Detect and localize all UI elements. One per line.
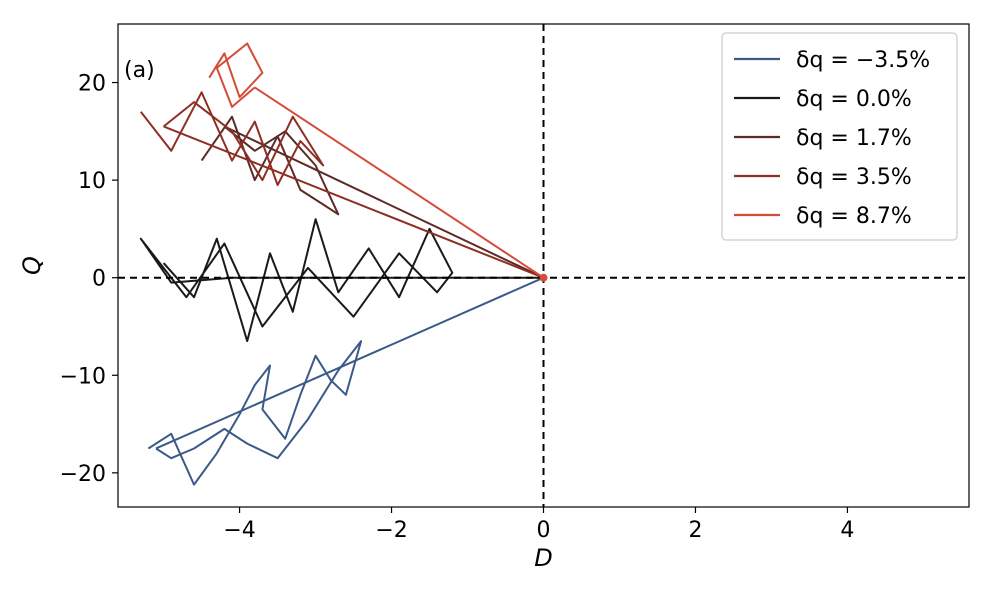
legend-label: δq = 8.7%	[796, 204, 912, 229]
legend-label: δq = 3.5%	[796, 165, 912, 190]
y-axis-ticks: −20 −10 0 10 20	[60, 72, 118, 487]
series-3	[140, 91, 544, 279]
series-segment-3	[163, 125, 544, 279]
legend-frame	[721, 32, 958, 241]
x-tick-label: 2	[688, 518, 702, 543]
y-tick-label: −20	[60, 462, 106, 487]
series-line-4	[208, 42, 264, 108]
x-tick-label: 4	[840, 518, 854, 543]
series-segment-0	[155, 276, 544, 450]
series-layer	[139, 42, 545, 486]
legend-item-1: δq = 0.0%	[734, 87, 912, 112]
origin-marker	[539, 273, 548, 282]
series-segment-4	[254, 86, 545, 279]
legend-item-4: δq = 8.7%	[734, 204, 912, 229]
legend-label: δq = 1.7%	[796, 126, 912, 151]
y-tick-label: 20	[78, 72, 106, 97]
y-axis-label: Q	[18, 256, 46, 275]
legend-item-2: δq = 1.7%	[734, 126, 912, 151]
x-tick-label: 0	[537, 518, 551, 543]
y-tick-label: −10	[60, 364, 106, 389]
legend-label: δq = 0.0%	[796, 87, 912, 112]
y-tick-label: 10	[78, 169, 106, 194]
panel-label: (a)	[124, 58, 155, 83]
x-axis-ticks: −4 −2 0 2 4	[223, 507, 854, 543]
y-tick-label: 0	[92, 267, 106, 292]
x-tick-label: −2	[375, 518, 407, 543]
x-axis-label: D	[534, 544, 552, 572]
series-line-0	[147, 340, 363, 486]
legend-item-3: δq = 3.5%	[734, 165, 912, 190]
legend-item-0: δq = −3.5%	[734, 48, 930, 73]
series-segment-2	[223, 125, 544, 279]
reference-lines	[118, 24, 969, 507]
legend-label: δq = −3.5%	[796, 48, 930, 73]
series-0	[147, 276, 544, 486]
series-line-3	[140, 91, 325, 186]
series-4	[208, 42, 545, 279]
x-tick-label: −4	[223, 518, 255, 543]
legend: δq = −3.5% δq = 0.0% δq = 1.7% δq = 3.5% δq …	[721, 32, 958, 241]
series-line-1	[139, 218, 454, 343]
